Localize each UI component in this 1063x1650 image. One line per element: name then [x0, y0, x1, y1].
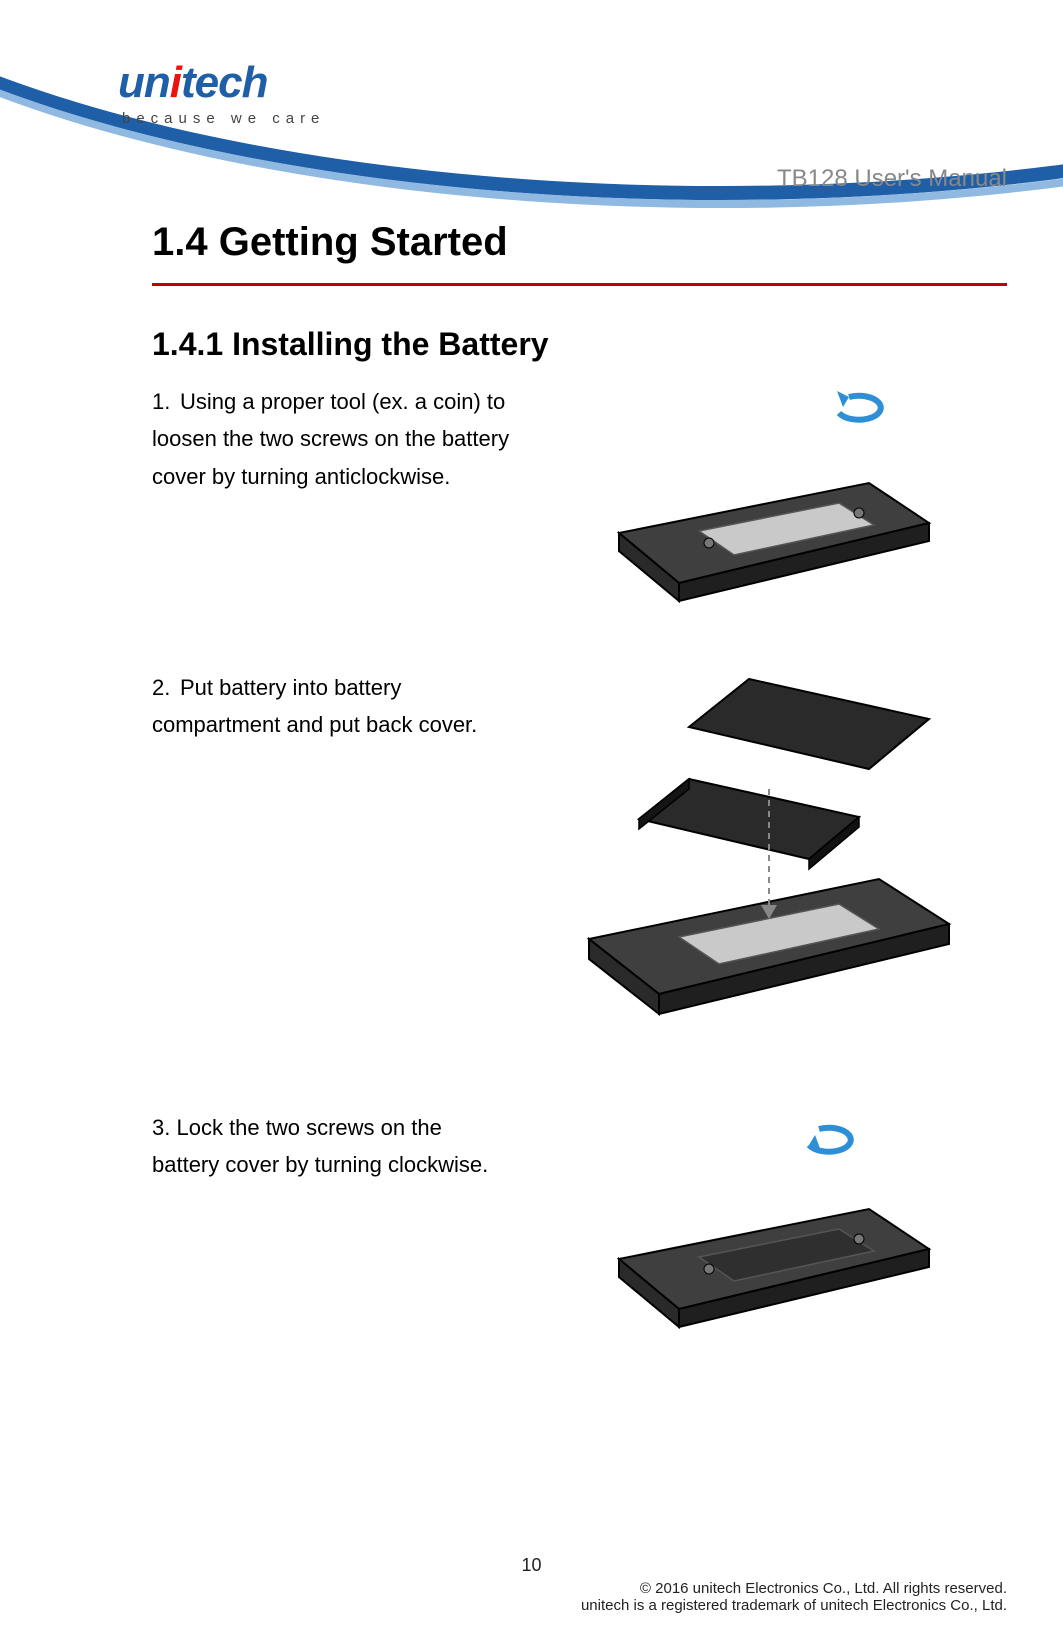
step-body: Put battery into battery compartment and… [152, 675, 477, 737]
step-row: 1.Using a proper tool (ex. a coin) to lo… [152, 383, 1007, 613]
step-body: Lock the two screws on the battery cover… [152, 1115, 488, 1177]
step-body: Using a proper tool (ex. a coin) to loos… [152, 389, 509, 489]
step-number: 2. [152, 669, 180, 706]
footer-trademark: unitech is a registered trademark of uni… [0, 1597, 1007, 1614]
step-figure [530, 383, 1007, 613]
logo-tagline: because we care [122, 110, 325, 127]
section-number: 1.4 [152, 220, 208, 264]
logo-suffix: tech [181, 58, 267, 107]
section-heading: 1.4 Getting Started [152, 220, 1007, 265]
device-illustration-icon [589, 1109, 949, 1339]
subsection-title: Installing the Battery [232, 326, 549, 362]
logo-prefix: un [118, 58, 170, 107]
device-illustration-icon [589, 383, 949, 613]
section-title: Getting Started [219, 220, 508, 264]
step-row: 2.Put battery into battery compartment a… [152, 669, 1007, 1029]
step-figure [530, 669, 1007, 1029]
device-battery-insert-icon [559, 669, 979, 1029]
step-text: 1.Using a proper tool (ex. a coin) to lo… [152, 383, 512, 613]
step-number: 1. [152, 383, 180, 420]
step-number: 3. [152, 1115, 170, 1140]
subsection-heading: 1.4.1 Installing the Battery [152, 326, 1007, 363]
logo-dot: i [170, 58, 181, 107]
step-figure [530, 1109, 1007, 1339]
step-text: 2.Put battery into battery compartment a… [152, 669, 512, 1029]
content-area: 1.4 Getting Started 1.4.1 Installing the… [152, 210, 1007, 1395]
page: unitech because we care TB128 User's Man… [0, 0, 1063, 1650]
logo: unitech because we care [118, 58, 325, 127]
step-text: 3. Lock the two screws on the battery co… [152, 1109, 512, 1339]
document-title: TB128 User's Manual [777, 165, 1007, 193]
step-row: 3. Lock the two screws on the battery co… [152, 1109, 1007, 1339]
footer-copyright: © 2016 unitech Electronics Co., Ltd. All… [0, 1580, 1007, 1597]
section-rule [152, 283, 1007, 286]
page-number: 10 [0, 1555, 1063, 1576]
subsection-number: 1.4.1 [152, 326, 223, 362]
page-footer: 10 © 2016 unitech Electronics Co., Ltd. … [0, 1555, 1007, 1614]
logo-wordmark: unitech [118, 58, 325, 108]
